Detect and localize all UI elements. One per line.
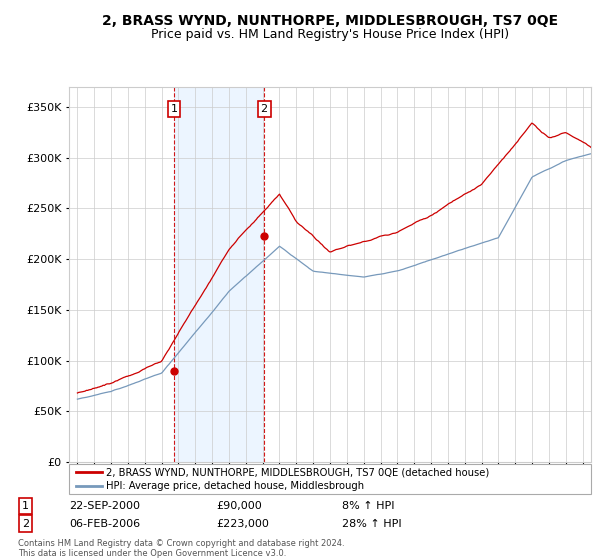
Text: 2, BRASS WYND, NUNTHORPE, MIDDLESBROUGH, TS7 0QE (detached house): 2, BRASS WYND, NUNTHORPE, MIDDLESBROUGH,… xyxy=(106,467,490,477)
Text: 06-FEB-2006: 06-FEB-2006 xyxy=(69,519,140,529)
Text: Contains HM Land Registry data © Crown copyright and database right 2024.
This d: Contains HM Land Registry data © Crown c… xyxy=(18,539,344,558)
Text: 2: 2 xyxy=(22,519,29,529)
Text: £223,000: £223,000 xyxy=(216,519,269,529)
Text: Price paid vs. HM Land Registry's House Price Index (HPI): Price paid vs. HM Land Registry's House … xyxy=(151,28,509,41)
Text: 1: 1 xyxy=(170,104,178,114)
Text: 22-SEP-2000: 22-SEP-2000 xyxy=(69,501,140,511)
Text: 28% ↑ HPI: 28% ↑ HPI xyxy=(342,519,401,529)
Text: 2, BRASS WYND, NUNTHORPE, MIDDLESBROUGH, TS7 0QE: 2, BRASS WYND, NUNTHORPE, MIDDLESBROUGH,… xyxy=(102,14,558,28)
Text: HPI: Average price, detached house, Middlesbrough: HPI: Average price, detached house, Midd… xyxy=(106,482,364,491)
Text: 8% ↑ HPI: 8% ↑ HPI xyxy=(342,501,395,511)
Text: 2: 2 xyxy=(260,104,268,114)
Text: £90,000: £90,000 xyxy=(216,501,262,511)
Bar xyxy=(174,87,264,462)
Text: 1: 1 xyxy=(22,501,29,511)
